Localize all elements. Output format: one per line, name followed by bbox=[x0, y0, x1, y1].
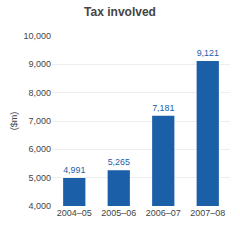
svg-text:9,000: 9,000 bbox=[28, 59, 51, 69]
svg-text:5,000: 5,000 bbox=[28, 173, 51, 183]
svg-text:4,000: 4,000 bbox=[28, 201, 51, 211]
svg-text:5,265: 5,265 bbox=[108, 157, 130, 167]
svg-text:2005–06: 2005–06 bbox=[101, 208, 136, 218]
svg-text:10,000: 10,000 bbox=[23, 31, 51, 41]
svg-text:8,000: 8,000 bbox=[28, 88, 51, 98]
svg-text:4,991: 4,991 bbox=[63, 165, 85, 175]
svg-text:9,121: 9,121 bbox=[197, 48, 219, 58]
svg-text:6,000: 6,000 bbox=[28, 144, 51, 154]
svg-text:($m): ($m) bbox=[9, 112, 19, 131]
svg-text:2004–05: 2004–05 bbox=[57, 208, 92, 218]
svg-text:2006–07: 2006–07 bbox=[146, 208, 181, 218]
svg-text:7,000: 7,000 bbox=[28, 116, 51, 126]
svg-text:7,181: 7,181 bbox=[152, 103, 174, 113]
svg-text:Tax involved: Tax involved bbox=[84, 5, 156, 19]
svg-text:2007–08: 2007–08 bbox=[190, 208, 225, 218]
